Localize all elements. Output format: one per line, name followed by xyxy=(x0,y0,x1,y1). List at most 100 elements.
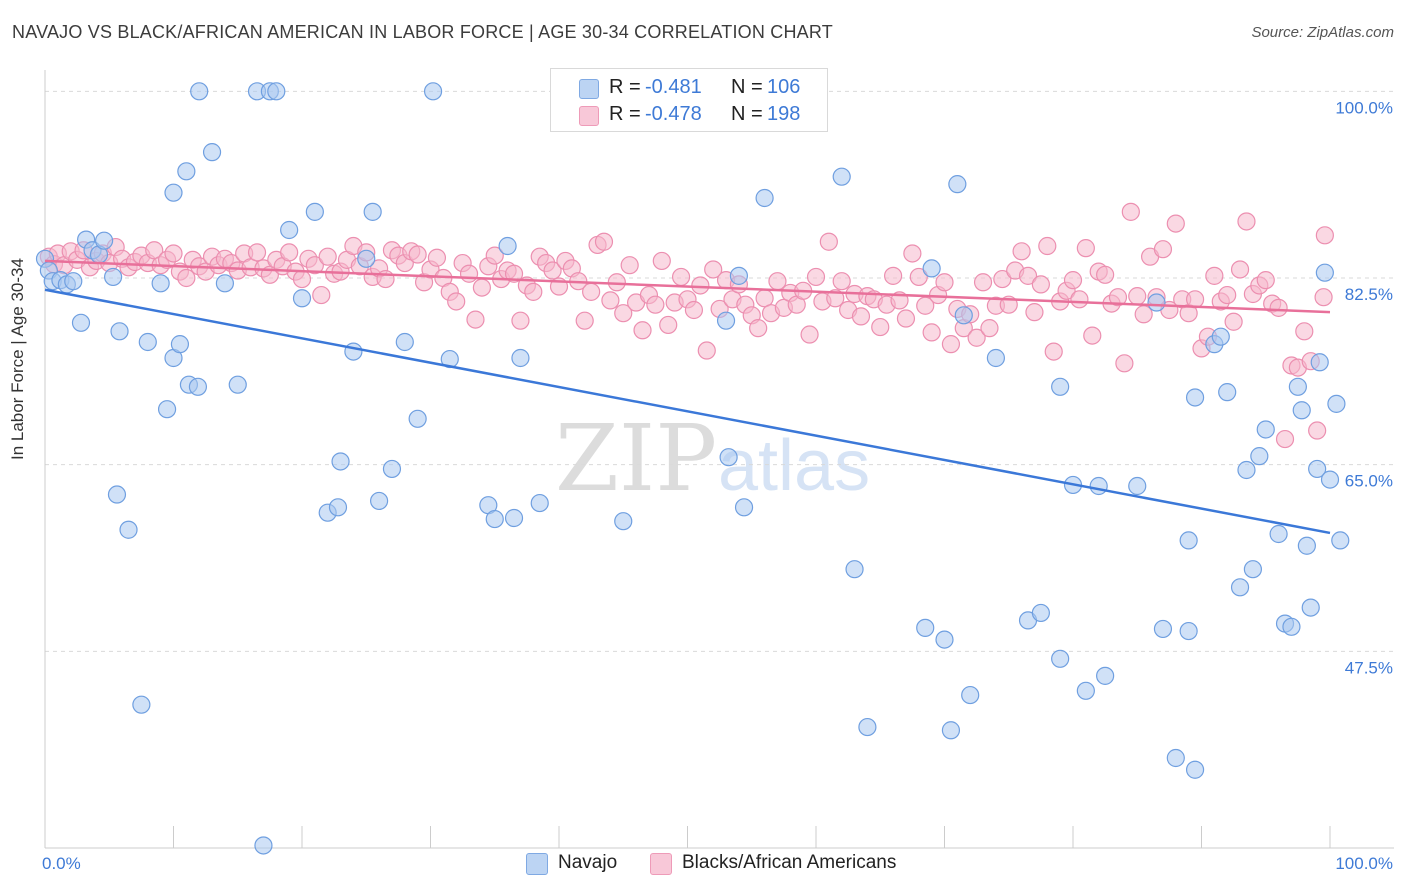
black-point xyxy=(1108,288,1128,307)
legend-label: Blacks/African Americans xyxy=(682,852,897,873)
navajo-point xyxy=(1256,420,1275,439)
black-point xyxy=(1295,322,1314,341)
black-point xyxy=(806,267,826,287)
navajo-point xyxy=(504,508,524,528)
navajo-point xyxy=(1310,353,1329,372)
black-point xyxy=(575,311,594,330)
navajo-point xyxy=(1089,476,1108,496)
black-point xyxy=(427,248,447,267)
r-value: -0.478 xyxy=(645,103,702,125)
black-point xyxy=(973,273,993,292)
navajo-point xyxy=(1269,524,1288,544)
black-point xyxy=(704,260,723,279)
navajo-point xyxy=(1076,681,1095,700)
black-point xyxy=(903,244,922,263)
navajo-point xyxy=(344,342,363,361)
black-point xyxy=(819,232,838,251)
black-point xyxy=(247,243,267,262)
navajo-point xyxy=(1031,603,1050,623)
black-point xyxy=(594,232,614,251)
black-point xyxy=(1018,266,1038,285)
black-point xyxy=(691,276,710,295)
navajo-point xyxy=(530,493,549,513)
r-label: R = xyxy=(609,76,641,98)
navajo-series-points xyxy=(35,82,1350,855)
navajo-point xyxy=(110,322,129,341)
black-point xyxy=(935,273,954,292)
navajo-point xyxy=(64,272,83,291)
y-tick-label: 100.0% xyxy=(1335,98,1393,117)
black-point xyxy=(1269,298,1288,317)
black-point xyxy=(164,244,183,263)
navajo-point xyxy=(1185,388,1205,407)
navajo-point xyxy=(1250,447,1269,466)
navajo-point xyxy=(1166,748,1185,768)
black-point xyxy=(1031,275,1050,294)
black-point xyxy=(1038,236,1057,256)
navajo-point xyxy=(961,685,980,705)
navajo-point xyxy=(1051,377,1070,396)
black-point xyxy=(1115,354,1134,373)
black-trend-line xyxy=(44,259,1331,314)
navajo-point xyxy=(132,695,151,714)
navajo-point xyxy=(948,175,967,194)
black-point xyxy=(511,311,530,330)
navajo-point xyxy=(331,452,350,471)
watermark: ZIP atlas xyxy=(555,405,870,512)
navajo-point xyxy=(1237,460,1256,480)
black-point xyxy=(312,285,331,305)
navajo-point xyxy=(408,409,427,428)
black-point xyxy=(582,282,601,301)
black-point xyxy=(1308,421,1327,440)
black-point xyxy=(980,319,999,338)
black-point xyxy=(800,325,819,344)
black-point xyxy=(659,315,678,335)
r-value: -0.481 xyxy=(645,76,702,98)
black-point xyxy=(318,247,337,266)
black-point xyxy=(1083,326,1102,345)
navajo-point xyxy=(190,82,209,101)
black-point xyxy=(909,267,928,287)
navajo-point xyxy=(1301,598,1320,617)
navajo-point xyxy=(1308,459,1327,479)
black-point xyxy=(292,269,312,289)
navajo-point xyxy=(1179,621,1198,641)
tick-labels: 100.0% 82.5% 65.0% 47.5% 0.0% 100.0% xyxy=(42,98,1393,873)
stats-legend: R = -0.481 N = 106 R = -0.478 N = 198 xyxy=(550,68,828,132)
navajo-point xyxy=(357,249,376,268)
navajo-point xyxy=(104,267,123,287)
black-point xyxy=(504,264,524,283)
x-tick-label: 0.0% xyxy=(42,854,81,873)
navajo-point xyxy=(1153,619,1173,639)
navajo-point xyxy=(1096,666,1115,685)
navajo-point xyxy=(941,721,961,740)
black-point xyxy=(1218,285,1237,305)
navajo-point xyxy=(614,512,633,531)
navajo-point xyxy=(1147,293,1166,312)
chart-title: NAVAJO VS BLACK/AFRICAN AMERICAN IN LABO… xyxy=(12,22,833,42)
black-point xyxy=(646,295,665,314)
navajo-legend-swatch xyxy=(526,853,548,875)
black-point xyxy=(459,264,479,283)
n-value: 106 xyxy=(767,76,801,98)
source-label: Source: ZipAtlas.com xyxy=(1251,24,1394,41)
navajo-point xyxy=(177,162,196,181)
black-point xyxy=(1063,271,1083,290)
r-label: R = xyxy=(609,103,641,125)
black-point xyxy=(1237,212,1256,231)
navajo-point xyxy=(1297,536,1316,555)
black-point xyxy=(1230,260,1250,279)
black-point xyxy=(832,272,851,291)
navajo-point xyxy=(119,520,138,539)
n-label: N = xyxy=(731,76,763,98)
black-point xyxy=(941,335,961,354)
navajo-point xyxy=(1320,470,1340,489)
black-point xyxy=(177,268,196,288)
black-point xyxy=(684,300,704,320)
navajo-point xyxy=(382,459,402,479)
navajo-point xyxy=(363,202,382,221)
navajo-point xyxy=(138,332,157,352)
legend-label: Navajo xyxy=(558,852,618,873)
navajo-point xyxy=(858,717,877,737)
